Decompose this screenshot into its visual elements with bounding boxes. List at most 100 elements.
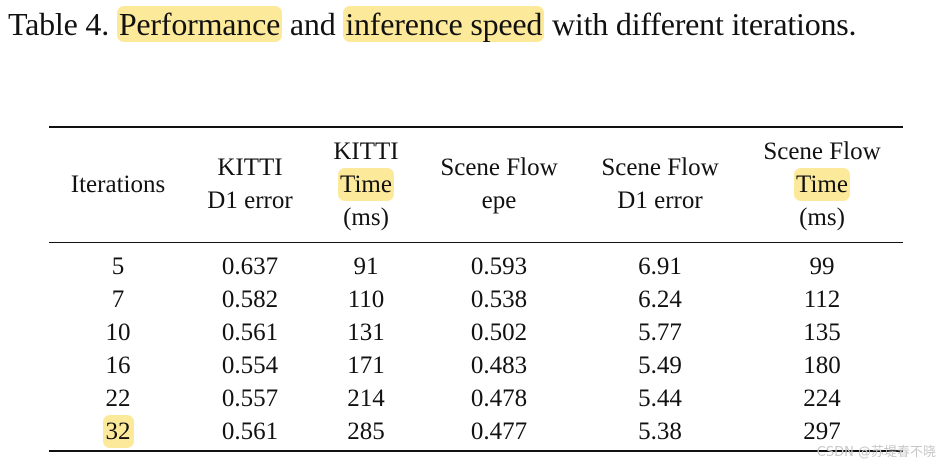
cell-kitti-time: 214	[312, 382, 420, 415]
header-line: (ms)	[799, 203, 845, 231]
cell-value: 110	[347, 286, 385, 313]
header-line: D1 error	[617, 187, 703, 214]
cell-iterations: 22	[48, 382, 188, 415]
cell-sceneflow-time: 297	[740, 415, 904, 448]
cell-kitti-time: 131	[312, 316, 420, 349]
cell-iterations: 7	[48, 283, 188, 316]
cell-value: 224	[803, 385, 841, 412]
cell-value: 0.502	[470, 319, 528, 346]
cell-value: 32	[102, 415, 134, 448]
cell-value: 5.38	[638, 418, 682, 445]
caption-prefix: Table 4.	[8, 6, 117, 42]
cell-sceneflow-d1-error: 5.77	[580, 316, 740, 349]
caption-highlight-performance: Performance	[116, 6, 283, 42]
cell-sceneflow-time: 99	[740, 250, 904, 283]
cell-iterations: 5	[48, 250, 188, 283]
table-caption: Table 4. Performance and inference speed…	[8, 2, 857, 46]
cell-value: 6.24	[638, 286, 682, 313]
cell-value: 285	[347, 418, 385, 445]
cell-iterations: 32	[48, 415, 188, 448]
cell-value: 0.538	[470, 286, 528, 313]
table-row: 22 0.557 214 0.478 5.44 224	[0, 382, 948, 415]
header-line: Iterations	[70, 170, 166, 198]
cell-kitti-d1-error: 0.554	[190, 349, 310, 382]
cell-sceneflow-epe: 0.593	[420, 250, 578, 283]
header-line: Scene Flow	[763, 137, 881, 165]
cell-iterations: 16	[48, 349, 188, 382]
cell-value: 5.49	[638, 352, 682, 379]
header-sceneflow-time: Scene Flow Time (ms)	[740, 134, 904, 234]
cell-sceneflow-d1-error: 6.24	[580, 283, 740, 316]
table-row: 16 0.554 171 0.483 5.49 180	[0, 349, 948, 382]
cell-value: 6.91	[638, 253, 682, 280]
header-line: Time	[794, 167, 850, 201]
cell-value: 0.561	[221, 418, 279, 445]
cell-value: 0.557	[221, 385, 279, 412]
cell-sceneflow-time: 112	[740, 283, 904, 316]
cell-value: 0.637	[221, 253, 279, 280]
header-line: KITTI	[333, 137, 399, 165]
cell-value: 0.561	[221, 319, 279, 346]
cell-kitti-time: 171	[312, 349, 420, 382]
header-sceneflow-d1-error: Scene Flow D1 error	[580, 134, 740, 234]
header-line: Scene Flow	[440, 154, 558, 181]
cell-value: 112	[803, 286, 841, 313]
cell-value: 297	[803, 418, 841, 445]
header-sceneflow-epe: Scene Flow epe	[420, 134, 578, 234]
cell-value: 214	[347, 385, 385, 412]
table-header-rule	[49, 242, 903, 244]
header-line: Scene Flow	[601, 154, 719, 181]
cell-value: 0.582	[221, 286, 279, 313]
header-iterations: Iterations	[48, 134, 188, 234]
cell-value: 7	[111, 286, 125, 313]
caption-mid: and	[282, 6, 344, 42]
cell-value: 0.554	[221, 352, 279, 379]
cell-kitti-d1-error: 0.561	[190, 415, 310, 448]
cell-sceneflow-time: 224	[740, 382, 904, 415]
cell-sceneflow-d1-error: 5.49	[580, 349, 740, 382]
header-line: (ms)	[343, 203, 389, 231]
cell-value: 5	[111, 253, 125, 280]
table-row: 32 0.561 285 0.477 5.38 297	[0, 415, 948, 448]
cell-sceneflow-d1-error: 6.91	[580, 250, 740, 283]
cell-iterations: 10	[48, 316, 188, 349]
cell-sceneflow-time: 135	[740, 316, 904, 349]
cell-kitti-time: 110	[312, 283, 420, 316]
table-bottom-rule	[49, 450, 903, 452]
caption-suffix: with different iterations.	[544, 6, 857, 42]
header-line: KITTI	[217, 154, 283, 181]
cell-sceneflow-epe: 0.538	[420, 283, 578, 316]
header-line: Time	[338, 167, 394, 201]
cell-value: 10	[105, 319, 131, 346]
cell-kitti-time: 91	[312, 250, 420, 283]
cell-value: 16	[105, 352, 131, 379]
watermark: CSDN @苏堤春不晓	[816, 445, 936, 460]
cell-value: 171	[347, 352, 385, 379]
cell-value: 91	[353, 253, 379, 280]
cell-value: 22	[105, 385, 131, 412]
caption-highlight-inference-speed: inference speed	[343, 6, 545, 42]
cell-value: 0.593	[470, 253, 528, 280]
header-line: D1 error	[207, 187, 293, 214]
cell-value: 0.477	[470, 418, 528, 445]
header-line: epe	[481, 187, 517, 214]
cell-sceneflow-epe: 0.477	[420, 415, 578, 448]
header-kitti-d1-error: KITTI D1 error	[190, 134, 310, 234]
table-row: 5 0.637 91 0.593 6.91 99	[0, 250, 948, 283]
cell-sceneflow-d1-error: 5.44	[580, 382, 740, 415]
header-kitti-time: KITTI Time (ms)	[312, 134, 420, 234]
cell-sceneflow-d1-error: 5.38	[580, 415, 740, 448]
cell-kitti-d1-error: 0.582	[190, 283, 310, 316]
cell-value: 0.483	[470, 352, 528, 379]
cell-sceneflow-epe: 0.478	[420, 382, 578, 415]
cell-value: 180	[803, 352, 841, 379]
cell-sceneflow-time: 180	[740, 349, 904, 382]
table-top-rule	[49, 126, 903, 128]
cell-kitti-time: 285	[312, 415, 420, 448]
cell-value: 99	[809, 253, 835, 280]
cell-kitti-d1-error: 0.557	[190, 382, 310, 415]
cell-value: 0.478	[470, 385, 528, 412]
cell-sceneflow-epe: 0.483	[420, 349, 578, 382]
table-row: 10 0.561 131 0.502 5.77 135	[0, 316, 948, 349]
cell-kitti-d1-error: 0.561	[190, 316, 310, 349]
